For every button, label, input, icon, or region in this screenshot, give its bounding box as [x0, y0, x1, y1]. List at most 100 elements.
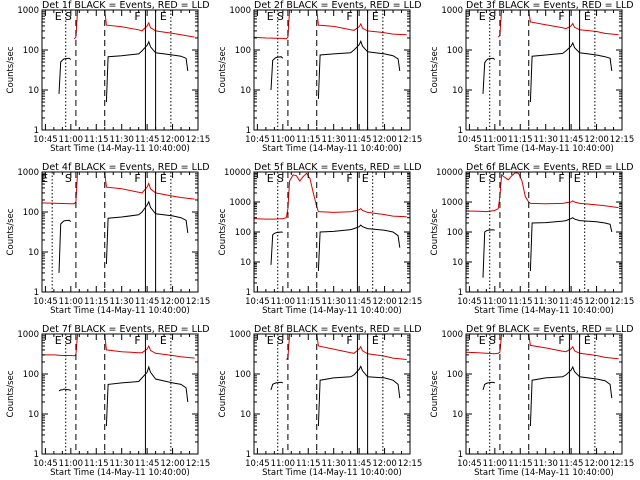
y-tick-label: 10 — [28, 248, 39, 258]
panel-title: Det 7f BLACK = Events, RED = LLD — [42, 324, 210, 335]
y-tick-label: 10 — [452, 258, 463, 268]
y-axis-label: Counts/sec — [6, 370, 16, 417]
events-series-line — [58, 57, 72, 94]
y-tick-label: 1000 — [441, 330, 463, 340]
x-tick-label: 11:45 — [135, 297, 160, 307]
panel-title: Det 8f BLACK = Events, RED = LLD — [254, 324, 422, 335]
x-tick-label: 11:15 — [296, 459, 321, 469]
panel-title: Det 9f BLACK = Events, RED = LLD — [466, 324, 634, 335]
y-tick-label: 10 — [452, 86, 463, 96]
events-series-line — [317, 365, 401, 427]
lld-series-line — [466, 172, 619, 213]
x-tick-label: 11:15 — [84, 135, 109, 145]
y-tick-label: 100 — [235, 46, 251, 56]
x-tick-label: 11:30 — [321, 297, 346, 307]
panel-title: Det 2f BLACK = Events, RED = LLD — [254, 0, 422, 11]
marker-label: S — [65, 172, 72, 185]
x-tick-label: 12:15 — [186, 459, 211, 469]
panel-title: Det 3f BLACK = Events, RED = LLD — [466, 0, 634, 11]
x-tick-label: 12:00 — [372, 297, 397, 307]
y-tick-label: 1 — [246, 126, 251, 136]
marker-label: S — [65, 334, 72, 347]
x-tick-label: 12:00 — [372, 459, 397, 469]
y-tick-label: 1000 — [17, 330, 39, 340]
x-axis-label: Start Time (14-May-11 10:40:00) — [474, 144, 614, 154]
series-group — [254, 10, 407, 99]
plot-frame — [41, 9, 199, 131]
marker-label: E — [479, 172, 486, 185]
x-tick-label: 11:00 — [271, 459, 296, 469]
series-group — [466, 334, 619, 427]
x-tick-label: 12:15 — [610, 135, 635, 145]
x-tick-label: 10:45 — [33, 297, 58, 307]
events-series-line — [482, 381, 495, 391]
y-tick-label: 10 — [240, 258, 251, 268]
marker-label: E — [267, 334, 274, 347]
events-series-line — [529, 41, 613, 103]
events-series-line — [58, 219, 72, 273]
lld-series-line — [466, 334, 503, 355]
y-tick-label: 100 — [447, 46, 463, 56]
y-tick-label: 10000 — [224, 168, 251, 178]
x-tick-label: 11:00 — [59, 459, 84, 469]
x-axis-label: Start Time (14-May-11 10:40:00) — [50, 144, 190, 154]
x-tick-label: 11:45 — [347, 459, 372, 469]
marker-label: F — [134, 10, 140, 23]
marker-label: E — [160, 334, 167, 347]
x-tick-label: 12:15 — [610, 459, 635, 469]
marker-label: F — [134, 172, 140, 185]
y-tick-label: 1 — [458, 126, 463, 136]
x-tick-label: 11:00 — [271, 297, 296, 307]
x-tick-label: 12:15 — [186, 135, 211, 145]
y-tick-label: 100 — [447, 228, 463, 238]
x-axis-label: Start Time (14-May-11 10:40:00) — [262, 306, 402, 316]
y-tick-label: 100 — [23, 46, 39, 56]
y-tick-label: 1000 — [441, 198, 463, 208]
x-tick-label: 11:15 — [508, 459, 533, 469]
events-series-line — [529, 365, 613, 427]
events-series-line — [105, 200, 189, 265]
x-tick-label: 12:00 — [160, 297, 185, 307]
x-tick-label: 10:45 — [33, 135, 58, 145]
y-tick-label: 1000 — [229, 198, 251, 208]
series-group — [466, 172, 619, 278]
marker-label: S — [489, 10, 496, 23]
y-axis-label: Counts/sec — [430, 208, 440, 255]
plot-frame — [465, 9, 623, 131]
plot-frame — [41, 171, 199, 293]
y-tick-label: 10 — [28, 86, 39, 96]
x-tick-label: 11:30 — [109, 135, 134, 145]
y-axis-label: Counts/sec — [6, 46, 16, 93]
series-group — [270, 334, 407, 427]
marker-label: E — [479, 10, 486, 23]
x-axis-label: Start Time (14-May-11 10:40:00) — [262, 144, 402, 154]
x-axis-label: Start Time (14-May-11 10:40:00) — [50, 468, 190, 478]
marker-label: S — [277, 172, 284, 185]
marker-label: S — [277, 10, 284, 23]
x-tick-label: 11:15 — [84, 297, 109, 307]
x-tick-label: 11:30 — [533, 135, 558, 145]
series-group — [482, 10, 619, 103]
x-tick-label: 10:45 — [33, 459, 58, 469]
y-axis-label: Counts/sec — [218, 46, 228, 93]
events-series-line — [317, 40, 401, 99]
marker-label: S — [489, 172, 496, 185]
y-tick-label: 1 — [34, 126, 39, 136]
y-tick-label: 1000 — [229, 6, 251, 16]
x-tick-label: 11:00 — [59, 135, 84, 145]
x-axis-label: Start Time (14-May-11 10:40:00) — [50, 306, 190, 316]
x-tick-label: 12:00 — [372, 135, 397, 145]
lld-series-line — [104, 172, 195, 200]
marker-label: S — [489, 334, 496, 347]
lld-series-line — [254, 172, 407, 220]
x-tick-label: 11:00 — [483, 297, 508, 307]
marker-label: E — [479, 334, 486, 347]
y-tick-label: 1000 — [441, 6, 463, 16]
marker-label: E — [372, 334, 379, 347]
x-tick-label: 12:15 — [186, 297, 211, 307]
y-tick-label: 10 — [452, 410, 463, 420]
